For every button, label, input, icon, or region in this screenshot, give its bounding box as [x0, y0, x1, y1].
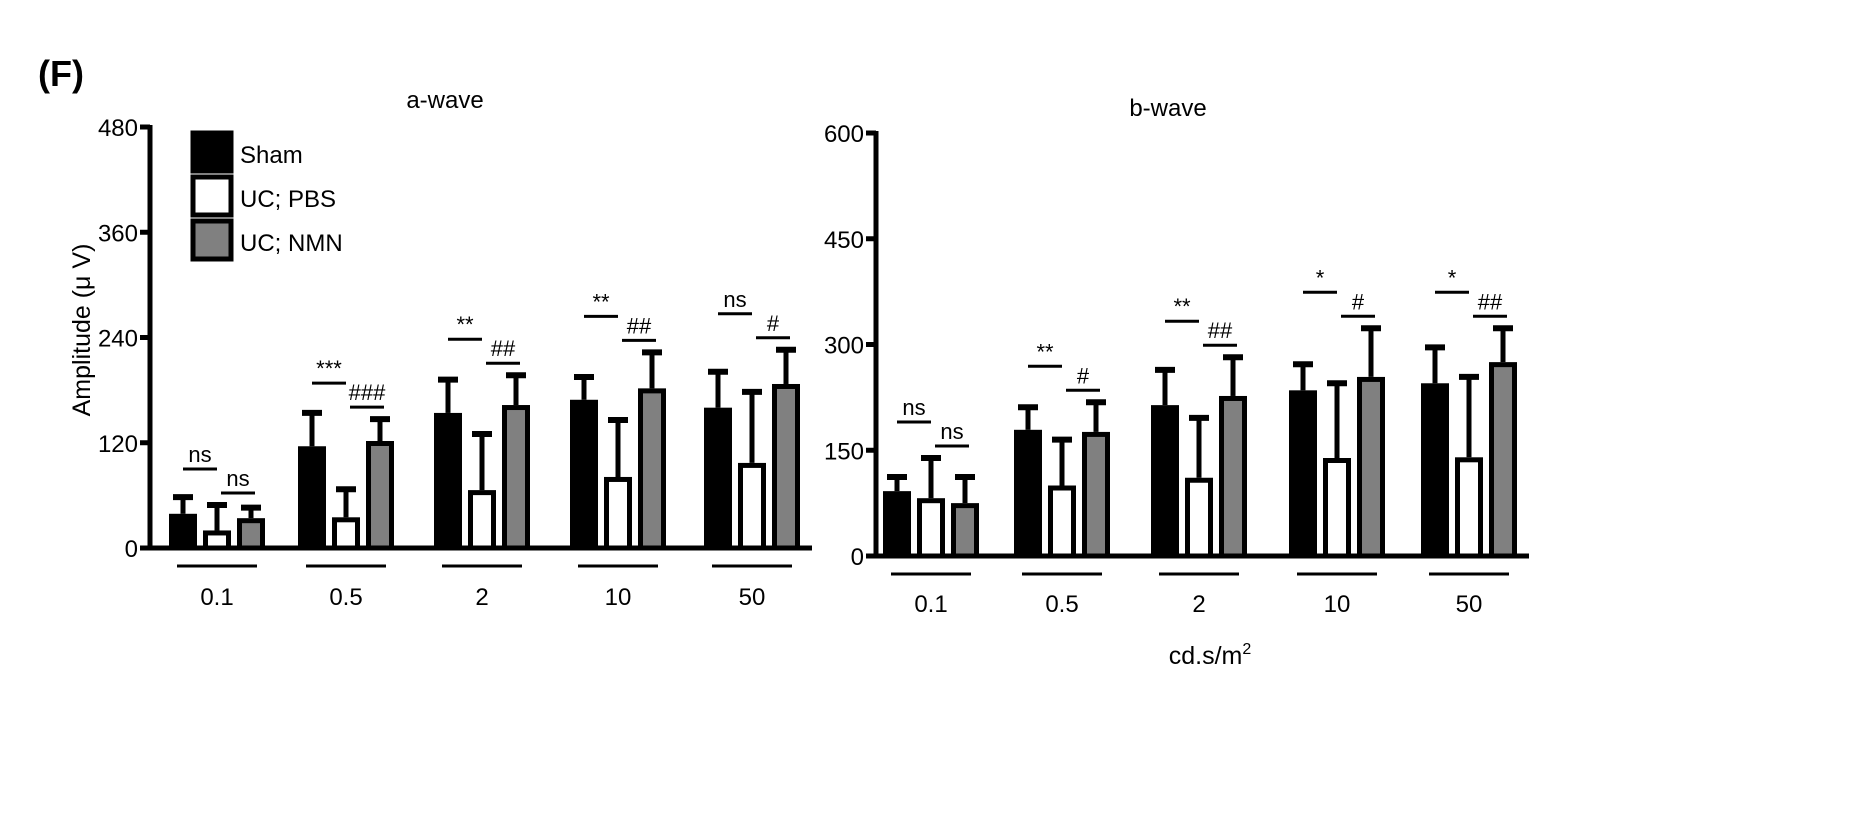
- b-wave-significance-label: ns: [940, 419, 963, 444]
- b-wave-y-tick-label: 150: [824, 438, 864, 465]
- a-wave-plot: 01202403604800.1nsns0.5***###2**##10**##…: [98, 115, 812, 611]
- b-wave-significance-label: *: [1448, 265, 1457, 290]
- a-wave-significance-label: ***: [316, 356, 342, 381]
- a-wave-bar: [604, 476, 632, 551]
- a-wave-x-tick-label: 50: [739, 584, 766, 611]
- b-wave-significance-label: #: [1077, 363, 1090, 388]
- a-wave-x-tick-label: 0.5: [329, 584, 362, 611]
- panel-label: (F): [38, 53, 84, 94]
- a-wave-bar: [237, 518, 265, 551]
- x-axis-label-sup: 2: [1242, 641, 1251, 658]
- b-wave-bar: [1014, 429, 1042, 559]
- a-wave-bar: [468, 490, 496, 551]
- x-axis-label-text: cd.s/m: [1169, 642, 1243, 670]
- x-axis-label: cd.s/m2: [1169, 641, 1252, 670]
- a-wave-y-tick-label: 480: [98, 115, 138, 142]
- a-wave-significance-label: ns: [226, 466, 249, 491]
- b-wave-y-tick-label: 600: [824, 121, 864, 148]
- b-wave-bar: [1455, 457, 1483, 559]
- a-wave-significance-label: **: [592, 289, 610, 314]
- b-wave-significance-label: ##: [1208, 318, 1233, 343]
- b-wave-bar: [1323, 458, 1351, 559]
- a-wave-bar: [169, 513, 197, 551]
- b-wave-significance-label: ##: [1478, 289, 1503, 314]
- a-wave-bar: [298, 446, 326, 551]
- b-wave-bar: [1082, 431, 1110, 559]
- a-wave-significance-label: ns: [723, 287, 746, 312]
- a-wave-bar: [772, 383, 800, 551]
- b-wave-significance-label: **: [1173, 294, 1191, 319]
- legend-label: UC; PBS: [240, 186, 336, 213]
- b-wave-significance-label: ns: [902, 395, 925, 420]
- b-wave-bar: [1048, 485, 1076, 559]
- legend: Sham UC; PBS UC; NMN: [190, 130, 343, 262]
- b-wave-bar: [1185, 477, 1213, 559]
- b-wave-bar: [1289, 390, 1317, 559]
- a-wave-bar: [332, 517, 360, 551]
- b-wave-bar: [1489, 362, 1517, 559]
- legend-swatch: [190, 174, 234, 218]
- b-wave-bar: [1421, 383, 1449, 559]
- b-wave-x-tick-label: 2: [1192, 591, 1205, 618]
- a-wave-title: a-wave: [406, 87, 483, 114]
- a-wave-y-tick-label: 120: [98, 431, 138, 458]
- b-wave-x-tick-label: 10: [1324, 591, 1351, 618]
- b-wave-x-tick-label: 50: [1456, 591, 1483, 618]
- a-wave-bar: [638, 388, 666, 551]
- b-wave-bar: [883, 491, 911, 559]
- a-wave-x-tick-label: 10: [605, 584, 632, 611]
- a-wave-significance-label: ns: [188, 442, 211, 467]
- a-wave-x-tick-label: 0.1: [200, 584, 233, 611]
- b-wave-y-tick-label: 450: [824, 227, 864, 254]
- a-wave-bar: [570, 399, 598, 551]
- b-wave-x-tick-label: 0.1: [914, 591, 947, 618]
- a-wave-significance-label: #: [767, 311, 780, 336]
- b-wave-significance-label: #: [1352, 289, 1365, 314]
- a-wave-bar: [203, 530, 231, 551]
- a-wave-x-tick-label: 2: [475, 584, 488, 611]
- a-wave-bar: [738, 462, 766, 551]
- a-wave-significance-label: **: [456, 312, 474, 337]
- legend-swatch: [190, 130, 234, 174]
- legend-label: UC; NMN: [240, 230, 343, 257]
- b-wave-x-tick-label: 0.5: [1045, 591, 1078, 618]
- b-wave-significance-label: **: [1036, 339, 1054, 364]
- a-wave-y-tick-label: 0: [125, 536, 138, 563]
- b-wave-significance-label: *: [1316, 265, 1325, 290]
- legend-swatch: [190, 218, 234, 262]
- b-wave-title: b-wave: [1129, 95, 1206, 122]
- b-wave-bar: [951, 503, 979, 559]
- y-axis-label: Amplitude (μ V): [68, 244, 96, 417]
- a-wave-bar: [434, 412, 462, 551]
- a-wave-bar: [704, 407, 732, 551]
- a-wave-significance-label: ###: [349, 380, 386, 405]
- a-wave-bar: [366, 440, 394, 551]
- b-wave-bar: [1357, 376, 1385, 559]
- b-wave-bar: [917, 498, 945, 559]
- b-wave-bar: [1151, 405, 1179, 559]
- a-wave-bar: [502, 405, 530, 551]
- a-wave-y-tick-label: 360: [98, 220, 138, 247]
- a-wave-significance-label: ##: [491, 336, 516, 361]
- b-wave-y-tick-label: 0: [851, 544, 864, 571]
- a-wave-y-tick-label: 240: [98, 326, 138, 353]
- legend-label: Sham: [240, 142, 303, 169]
- b-wave-y-tick-label: 300: [824, 333, 864, 360]
- a-wave-significance-label: ##: [627, 313, 652, 338]
- b-wave-bar: [1219, 395, 1247, 559]
